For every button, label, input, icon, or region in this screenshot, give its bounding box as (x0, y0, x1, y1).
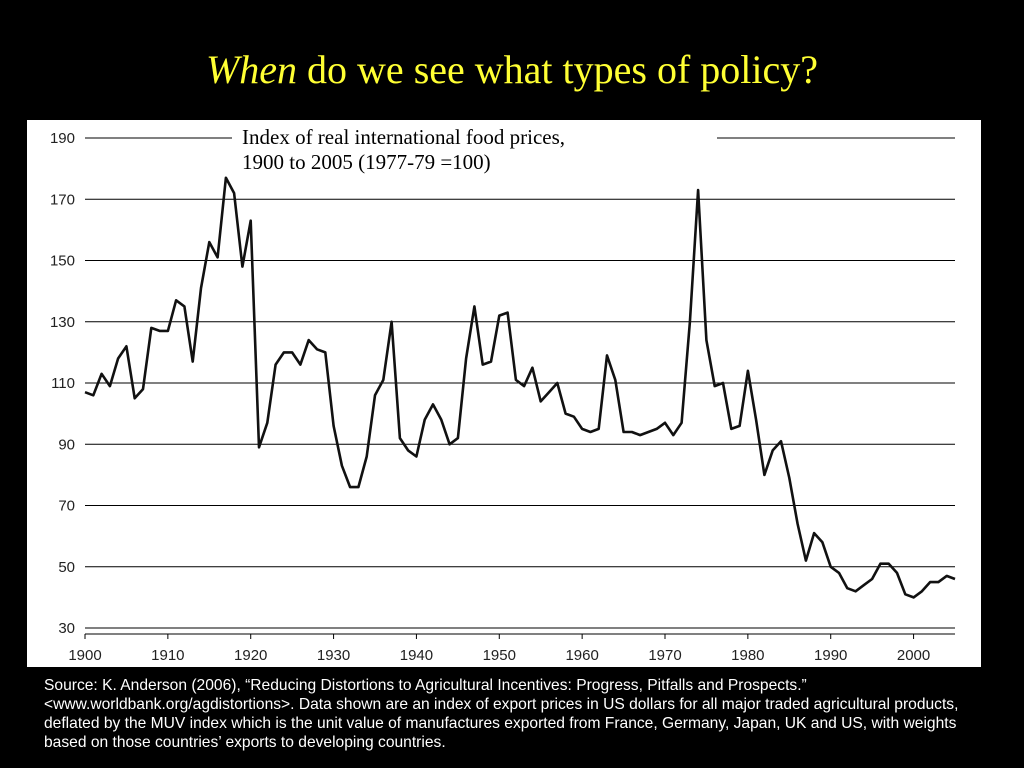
chart-panel: 30 50 70 90 110 130 150 170 190 1900 1910 1920 1930 1… (27, 120, 981, 667)
line-chart: 30 50 70 90 110 130 150 170 190 1900 1910 1920 1930 1… (50, 130, 956, 664)
title-emphasis: When (205, 47, 298, 92)
x-tick-label-1930: 1930 (317, 647, 350, 664)
y-tick-label-190: 190 (50, 130, 75, 147)
x-tick-label-1940: 1940 (400, 647, 433, 664)
y-tick-label-130: 130 (50, 314, 75, 331)
y-tick-label-30: 30 (58, 620, 75, 637)
chart-caption-line-2: 1900 to 2005 (1977-79 =100) (242, 150, 491, 174)
source-note: Source: K. Anderson (2006), “Reducing Di… (44, 677, 959, 751)
y-tick-label-110: 110 (51, 375, 75, 392)
y-tick-label-70: 70 (58, 498, 75, 515)
chart-caption: Index of real international food prices,… (232, 120, 717, 182)
x-tick-label-1970: 1970 (648, 647, 681, 664)
x-tick-label-1910: 1910 (151, 647, 184, 664)
y-tick-label-90: 90 (58, 436, 75, 453)
y-tick-label-50: 50 (58, 559, 75, 576)
x-tick-label-1960: 1960 (565, 647, 598, 664)
x-tick-label-2000: 2000 (897, 647, 930, 664)
x-tick-label-1950: 1950 (483, 647, 516, 664)
series-line-0 (84, 176, 956, 599)
x-tick-label-1990: 1990 (814, 647, 847, 664)
x-tick-label-1920: 1920 (234, 647, 267, 664)
x-tick-label-1900: 1900 (68, 647, 101, 664)
y-tick-label-170: 170 (50, 191, 75, 208)
chart-caption-line-1: Index of real international food prices, (242, 125, 566, 149)
slide-title: When do we see what types of policy? (0, 40, 1024, 100)
y-tick-label-150: 150 (50, 253, 75, 270)
title-rest: do we see what types of policy? (297, 47, 819, 92)
x-tick-label-1980: 1980 (731, 647, 764, 664)
